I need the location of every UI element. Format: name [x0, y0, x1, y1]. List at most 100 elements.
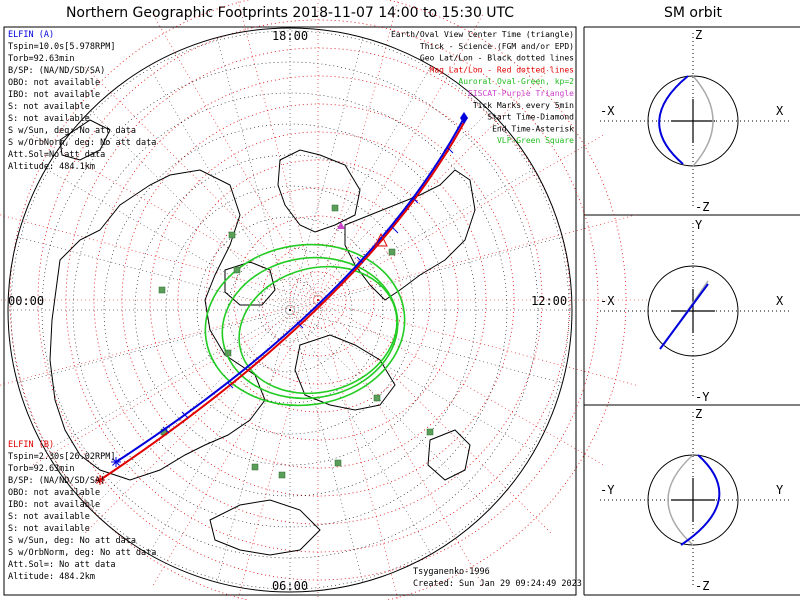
orbit-gray	[667, 454, 694, 546]
elfin-a-info-line: Att.Sol=No att data	[8, 150, 105, 160]
elfin-a-info-line: Torb=92.63min	[8, 54, 75, 64]
sm-orbit-panels: Z -Z -X X Y -Y -X X Z -Z -Y Y	[600, 28, 790, 593]
axis-label-right: X	[776, 294, 784, 308]
coastline	[427, 429, 471, 481]
continents	[49, 119, 476, 556]
end-asterisk	[112, 458, 120, 466]
legend-entry: Thick - Science (FGM and/or EPD)	[420, 42, 574, 51]
elfin-a-name: ELFIN (A)	[8, 30, 54, 40]
legend-entry: End Time-Asterisk	[492, 124, 574, 133]
legend: Earth/Oval View Center Time (triangle) Th…	[391, 30, 574, 145]
geo-lon-line	[289, 168, 535, 311]
mag-lon-line	[32, 134, 319, 301]
orbit-blue	[658, 75, 689, 165]
legend-entry: Tick Marks every 5min	[473, 101, 574, 110]
auroral-oval	[204, 243, 406, 407]
orbit-gray	[692, 75, 714, 167]
elfin-b-info-line: Att.Sol=: No att data	[8, 560, 115, 570]
credit: Tsyganenko-1996	[413, 567, 490, 577]
axis-label-right: Y	[776, 483, 784, 497]
tick-mark	[296, 321, 304, 329]
tick-mark	[411, 196, 419, 204]
start-diamond	[460, 112, 468, 124]
elfin-a-info-line: Tspin=10.0s[5.978RPM]	[8, 42, 115, 52]
geo-lon-line	[289, 309, 535, 452]
elfin-b-info-line: Torb=92.63min	[8, 464, 75, 474]
geo-lat-circle	[227, 247, 353, 373]
legend-entry: Earth/Oval View Center Time (triangle)	[391, 30, 574, 39]
geo-lon-line	[289, 236, 563, 311]
axis-label-right: X	[776, 104, 784, 118]
time-label-right: 12:00	[531, 294, 567, 308]
geo-lon-line	[148, 309, 291, 555]
mag-lon-line	[317, 299, 637, 386]
mag-lon-line	[152, 299, 319, 586]
elfin-b-info-line: Altitude: 484.2km	[8, 572, 95, 582]
elfin-a-info: ELFIN (A) Tspin=10.0s[5.978RPM] Torb=92.6…	[8, 30, 156, 172]
geo-lon-line	[289, 110, 490, 311]
tick-mark	[162, 426, 170, 434]
map-frame	[3, 26, 577, 596]
geo-lon-line	[216, 37, 291, 311]
orbit-blue	[680, 454, 721, 546]
globe-limb	[7, 27, 573, 593]
earth-circle	[647, 265, 739, 357]
mag-lon-line	[317, 0, 399, 301]
mag-lon-line	[32, 299, 319, 466]
coastline	[277, 149, 361, 233]
mag-lon-line	[84, 299, 319, 534]
polar-map	[0, 0, 648, 600]
elfin-b-track	[99, 116, 468, 481]
geo-lon-line	[17, 236, 291, 311]
view-center-triangle	[374, 232, 388, 247]
orbit-blue	[659, 283, 709, 350]
elfin-a-info-line: S: not available	[8, 102, 90, 112]
mag-lon-line	[84, 66, 319, 301]
vlf-square	[278, 471, 286, 479]
mag-lon-line	[152, 14, 319, 301]
geo-lon-line	[289, 309, 490, 510]
elfin-b-info-line: IBO: not available	[8, 500, 100, 510]
coastline	[224, 261, 276, 306]
orbit-title: SM orbit	[664, 5, 723, 21]
legend-entry: Geo Lat/Lon - Black dotted lines	[420, 54, 574, 63]
elfin-b-info-line: S w/OrbNorm, deg: No att data	[8, 548, 156, 558]
legend-entry: VLF-Green Square	[497, 136, 574, 145]
tick-mark	[356, 256, 364, 264]
geo-lat-circle	[258, 278, 322, 342]
vlf-square	[388, 248, 396, 256]
geo-lat-circle	[103, 123, 477, 497]
tick-mark	[391, 226, 399, 234]
geo-lon-line	[289, 37, 364, 311]
elfin-b-info: ELFIN (B) Tspin=2.30s[26.02RPM] Torb=92.6…	[8, 440, 156, 582]
geo-lat-circle	[10, 30, 570, 590]
elfin-b-info-line: Tspin=2.30s[26.02RPM]	[8, 452, 115, 462]
vlf-square	[228, 231, 236, 239]
geo-lon-line	[289, 309, 432, 555]
elfin-a-info-line: B/SP: (NA/ND/SD/SA)	[8, 66, 105, 76]
orbit-panel-1: Z -Z -X X	[600, 28, 790, 214]
time-label-left: 00:00	[8, 294, 44, 308]
coastline	[344, 169, 476, 301]
mag-lon-line	[317, 299, 552, 534]
mag-grid	[0, 0, 648, 600]
elfin-a-info-line: Altitude: 484.1km	[8, 162, 95, 172]
legend-entry: Start Time-Diamond	[487, 113, 574, 122]
axis-label-top: Z	[695, 28, 702, 42]
mag-lon-line	[317, 299, 399, 600]
orbit-panel-2: Y -Y -X X	[600, 218, 790, 404]
elfin-a-info-line: S w/OrbNorm, deg: No att data	[8, 138, 156, 148]
coastline	[59, 119, 111, 161]
mag-lon-line	[317, 14, 484, 301]
auroral-oval-ring	[238, 265, 398, 395]
axis-label-left: -X	[600, 294, 615, 308]
axis-label-bottom: -Y	[695, 390, 710, 404]
legend-entry: Auroral Oval-Green, kp=2	[458, 77, 574, 86]
geo-lon-line	[289, 65, 432, 311]
geo-lon-line	[216, 309, 291, 583]
vlf-square	[224, 349, 232, 357]
footprint-tracks	[95, 112, 468, 485]
axis-label-top: Z	[695, 407, 702, 421]
axis-label-left: -X	[600, 104, 615, 118]
